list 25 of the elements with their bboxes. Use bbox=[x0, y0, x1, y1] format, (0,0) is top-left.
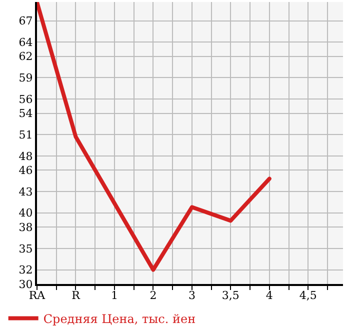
y-tick-label: 38 bbox=[18, 220, 33, 234]
y-tick-label: 59 bbox=[18, 72, 33, 85]
y-tick-label: 62 bbox=[18, 50, 33, 64]
x-tick-label: 1 bbox=[110, 289, 118, 302]
x-tick-label: 3,5 bbox=[222, 289, 240, 302]
y-tick-label: 51 bbox=[18, 128, 33, 142]
y-tick-label: 54 bbox=[18, 107, 33, 120]
y-tick-label: 35 bbox=[18, 242, 33, 256]
y-tick-label: 32 bbox=[18, 264, 33, 277]
x-tick-label: 3 bbox=[188, 289, 196, 302]
x-tick-label: 2 bbox=[150, 289, 157, 302]
x-tick-label: R bbox=[72, 289, 81, 302]
x-tick-label: 4 bbox=[266, 289, 273, 302]
y-tick-label: 64 bbox=[18, 36, 33, 49]
y-tick-label: 30 bbox=[18, 278, 33, 291]
x-tick-label: RA bbox=[28, 289, 46, 302]
y-tick-label: 48 bbox=[18, 150, 33, 163]
y-tick-label: 40 bbox=[18, 206, 33, 220]
y-tick-label: 67 bbox=[18, 14, 33, 28]
y-tick-label: 46 bbox=[18, 164, 33, 178]
y-tick-label: 56 bbox=[18, 92, 33, 106]
legend-label: Средняя Цена, тыс. йен bbox=[43, 312, 196, 326]
x-tick-label: 4,5 bbox=[299, 289, 317, 302]
line-series bbox=[37, 2, 272, 272]
y-tick-label: 43 bbox=[18, 185, 33, 198]
